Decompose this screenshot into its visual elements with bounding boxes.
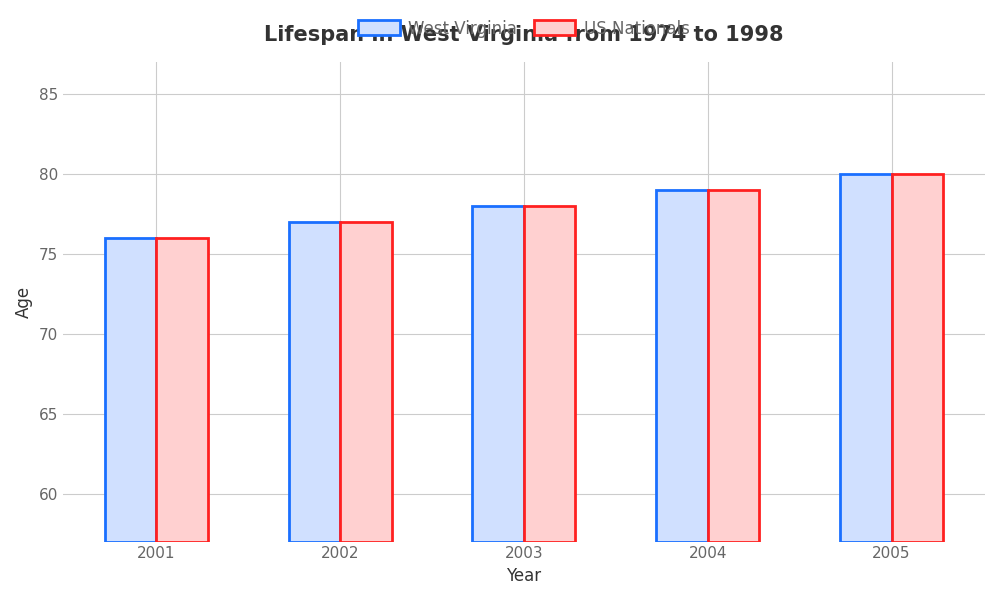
Bar — [524, 206, 575, 542]
Bar — [156, 238, 208, 542]
Bar — [340, 222, 392, 542]
Bar — [708, 190, 759, 542]
Title: Lifespan in West Virginia from 1974 to 1998: Lifespan in West Virginia from 1974 to 1… — [264, 25, 784, 45]
Y-axis label: Age: Age — [15, 286, 33, 318]
Bar — [840, 174, 892, 542]
Bar — [105, 238, 156, 542]
Bar — [656, 190, 708, 542]
Bar — [472, 206, 524, 542]
Bar — [289, 222, 340, 542]
Legend: West Virginia, US Nationals: West Virginia, US Nationals — [352, 13, 696, 44]
X-axis label: Year: Year — [506, 567, 541, 585]
Bar — [892, 174, 943, 542]
